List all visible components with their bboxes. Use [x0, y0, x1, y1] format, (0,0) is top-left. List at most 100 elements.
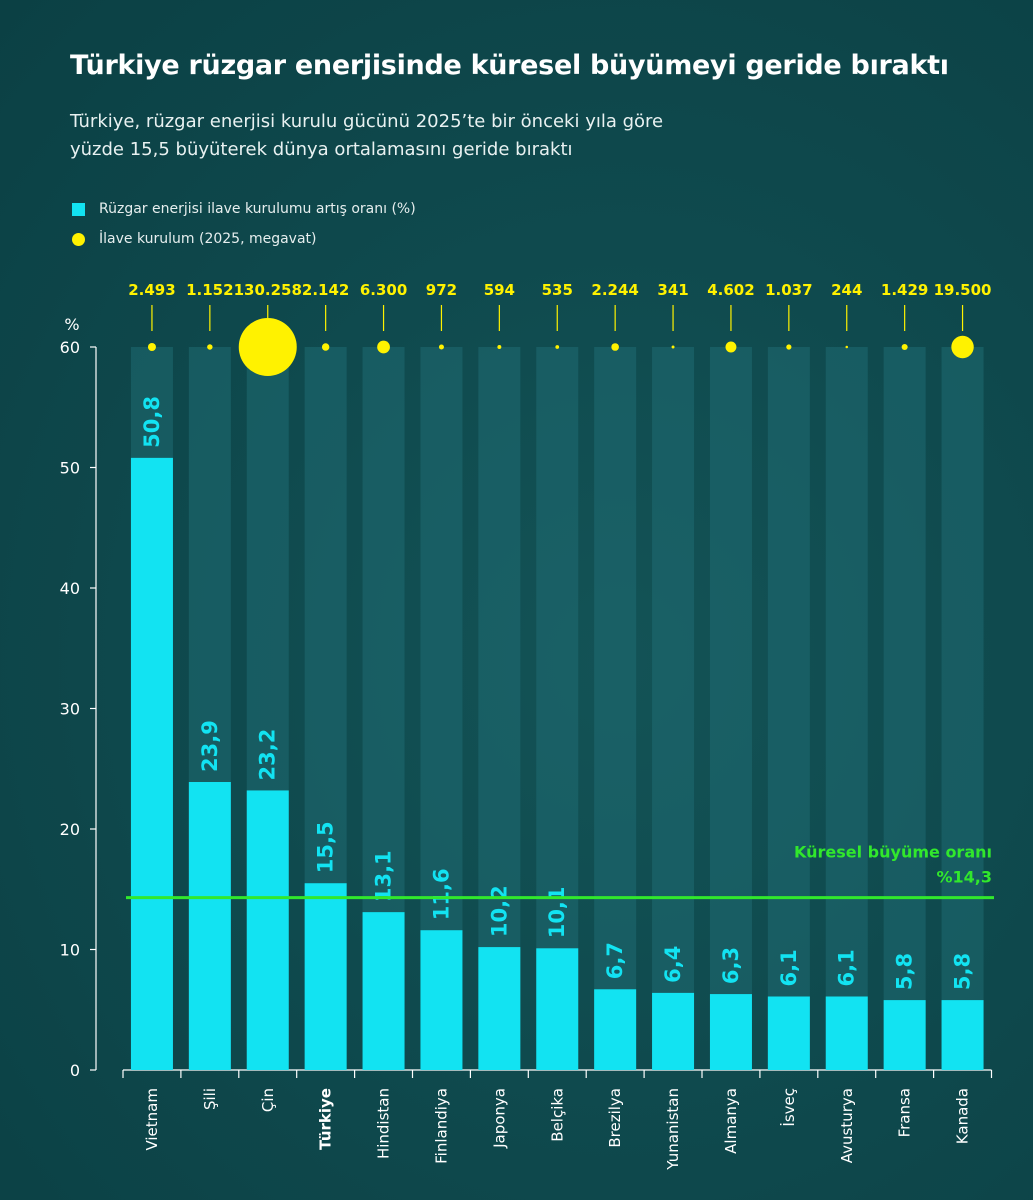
megawatt-dot — [611, 343, 619, 351]
bar-track — [652, 347, 695, 1070]
dot-value-label: 19.500 — [934, 281, 992, 299]
subtitle-line-1: Türkiye, rüzgar enerjisi kurulu gücünü 2… — [70, 111, 664, 132]
megawatt-dot — [786, 344, 792, 350]
bar-value-label: 11,6 — [429, 868, 453, 920]
bar-track — [709, 347, 752, 1070]
dot-value-label: 1.152 — [186, 281, 233, 299]
dot-value-label: 4.602 — [707, 281, 754, 299]
bar — [825, 996, 868, 1070]
x-category-label: Avusturya — [838, 1088, 856, 1163]
bar-track — [825, 347, 868, 1070]
bar — [709, 994, 752, 1070]
global-growth-label: Küresel büyüme oranı — [794, 843, 992, 862]
bar-value-label: 23,9 — [198, 720, 222, 772]
bar — [883, 1000, 926, 1070]
megawatt-dot — [845, 345, 849, 349]
bar — [130, 457, 173, 1070]
bar-track — [767, 347, 810, 1070]
megawatt-dot — [438, 344, 444, 350]
x-category-label: Çin — [259, 1088, 277, 1112]
bar — [478, 947, 521, 1070]
x-category-label: İsveç — [779, 1088, 798, 1127]
megawatt-dot — [377, 340, 390, 354]
bar — [767, 996, 810, 1070]
bar — [536, 948, 579, 1070]
y-axis-unit: % — [64, 315, 79, 334]
dot-value-label: 341 — [657, 281, 688, 299]
x-category-label: Şili — [201, 1088, 219, 1110]
y-tick-label: 50 — [60, 459, 80, 478]
bar-value-label: 10,1 — [545, 886, 569, 938]
bar — [188, 782, 231, 1070]
dot-value-label: 130.258 — [234, 281, 302, 299]
x-category-label: Almanya — [722, 1088, 740, 1154]
legend-item-dots: İlave kurulum (2025, megavat) — [72, 224, 416, 254]
bar-value-label: 10,2 — [487, 885, 511, 937]
megawatt-dot — [671, 345, 675, 349]
bar-value-label: 23,2 — [256, 729, 280, 781]
y-tick-label: 20 — [60, 820, 80, 839]
legend-bar-label: Rüzgar enerjisi ilave kurulumu artış ora… — [99, 201, 416, 217]
bar — [652, 992, 695, 1070]
x-category-label: Finlandiya — [432, 1088, 450, 1164]
bar-value-label: 5,8 — [893, 953, 917, 990]
dot-value-label: 972 — [426, 281, 457, 299]
legend-item-bars: Rüzgar enerjisi ilave kurulumu artış ora… — [72, 194, 416, 224]
legend-dot-label: İlave kurulum (2025, megavat) — [99, 231, 317, 247]
dot-value-label: 6.300 — [360, 281, 407, 299]
megawatt-dot — [555, 345, 560, 349]
y-tick-label: 40 — [60, 579, 80, 598]
bar — [246, 790, 289, 1070]
bar-track — [941, 347, 984, 1070]
y-tick-label: 30 — [60, 700, 80, 719]
x-category-label: Yunanistan — [664, 1088, 682, 1171]
legend-bar-swatch — [72, 202, 85, 216]
bar-value-label: 15,5 — [314, 821, 338, 873]
subtitle-line-2: yüzde 15,5 büyüterek dünya ortalamasını … — [70, 139, 573, 160]
chart-subtitle: Türkiye, rüzgar enerjisi kurulu gücünü 2… — [70, 108, 770, 164]
dot-value-label: 1.429 — [881, 281, 928, 299]
legend: Rüzgar enerjisi ilave kurulumu artış ora… — [72, 194, 416, 254]
y-tick-label: 10 — [60, 941, 80, 960]
dot-value-label: 2.142 — [302, 281, 349, 299]
dot-value-label: 2.493 — [128, 281, 175, 299]
x-category-label: Kanada — [954, 1088, 972, 1144]
global-growth-value: %14,3 — [936, 868, 992, 887]
bar — [420, 930, 463, 1070]
bar-value-label: 50,8 — [140, 396, 164, 448]
bar-value-label: 6,3 — [719, 947, 743, 984]
chart-title: Türkiye rüzgar enerjisinde küresel büyüm… — [70, 50, 949, 81]
bar — [594, 989, 637, 1070]
megawatt-dot — [951, 335, 974, 359]
bar-track — [594, 347, 637, 1070]
y-tick-label: 0 — [70, 1061, 80, 1080]
dot-value-label: 244 — [831, 281, 862, 299]
megawatt-dot — [238, 318, 297, 376]
legend-dot-swatch — [72, 232, 85, 246]
dot-value-label: 1.037 — [765, 281, 812, 299]
megawatt-dot — [147, 342, 156, 352]
x-category-label: Brezilya — [606, 1088, 624, 1148]
bar — [362, 912, 405, 1070]
x-category-label: Vietnam — [143, 1088, 161, 1151]
bar-track — [883, 347, 926, 1070]
bar-value-label: 6,1 — [777, 949, 801, 986]
x-category-label: Fransa — [896, 1088, 914, 1137]
x-category-label: Japonya — [490, 1088, 508, 1149]
megawatt-dot — [497, 345, 502, 349]
dot-value-label: 2.244 — [591, 281, 638, 299]
x-category-label: Belçika — [548, 1088, 566, 1142]
megawatt-dot — [207, 344, 213, 350]
dot-value-label: 535 — [542, 281, 573, 299]
bar — [941, 1000, 984, 1070]
bar-value-label: 6,1 — [835, 949, 859, 986]
y-tick-label: 60 — [60, 338, 80, 357]
bar — [304, 883, 347, 1070]
x-category-label: Türkiye — [317, 1088, 335, 1150]
x-category-label: Hindistan — [375, 1088, 393, 1159]
bar-value-label: 6,7 — [603, 942, 627, 979]
bar-value-label: 13,1 — [372, 850, 396, 902]
bar-value-label: 6,4 — [661, 946, 685, 983]
dot-value-label: 594 — [484, 281, 515, 299]
